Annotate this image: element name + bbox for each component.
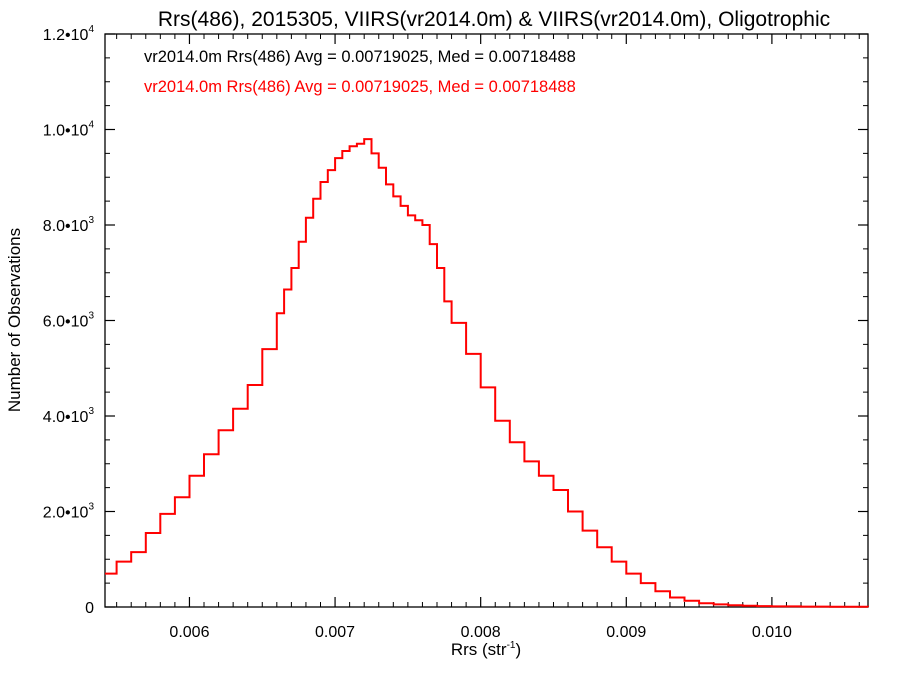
y-tick-label: 6.0•103 [43,311,95,331]
y-tick-label: 1.0•104 [43,120,95,140]
x-tick-label: 0.008 [461,624,501,641]
axis-ticks [105,33,868,608]
x-tick-label: 0.007 [315,624,355,641]
axis-tick-labels: 0.006 0.007 0.008 0.009 0.010 0 2.0•103 4.0•103… [43,24,792,641]
histogram-series-line [105,138,869,608]
legend-entry-black: vr2014.0m Rrs(486) Avg = 0.00719025, Med… [144,48,576,66]
y-tick-label: 4.0•103 [43,406,95,426]
plot-frame [104,33,869,608]
chart-title: Rrs(486), 2015305, VIIRS(vr2014.0m) & VI… [158,8,830,31]
x-tick-label: 0.006 [169,624,209,641]
x-tick-label: 0.009 [606,624,646,641]
legend-entry-red: vr2014.0m Rrs(486) Avg = 0.00719025, Med… [144,78,576,96]
y-tick-label: 8.0•103 [43,215,95,235]
y-tick-label: 1.2•104 [43,24,95,44]
y-axis-label: Number of Observations [5,228,24,412]
y-tick-label: 0 [85,600,94,617]
x-tick-label: 0.010 [752,624,792,641]
x-axis-label: Rrs (str-1) [451,640,521,659]
y-tick-label: 2.0•103 [43,502,95,522]
